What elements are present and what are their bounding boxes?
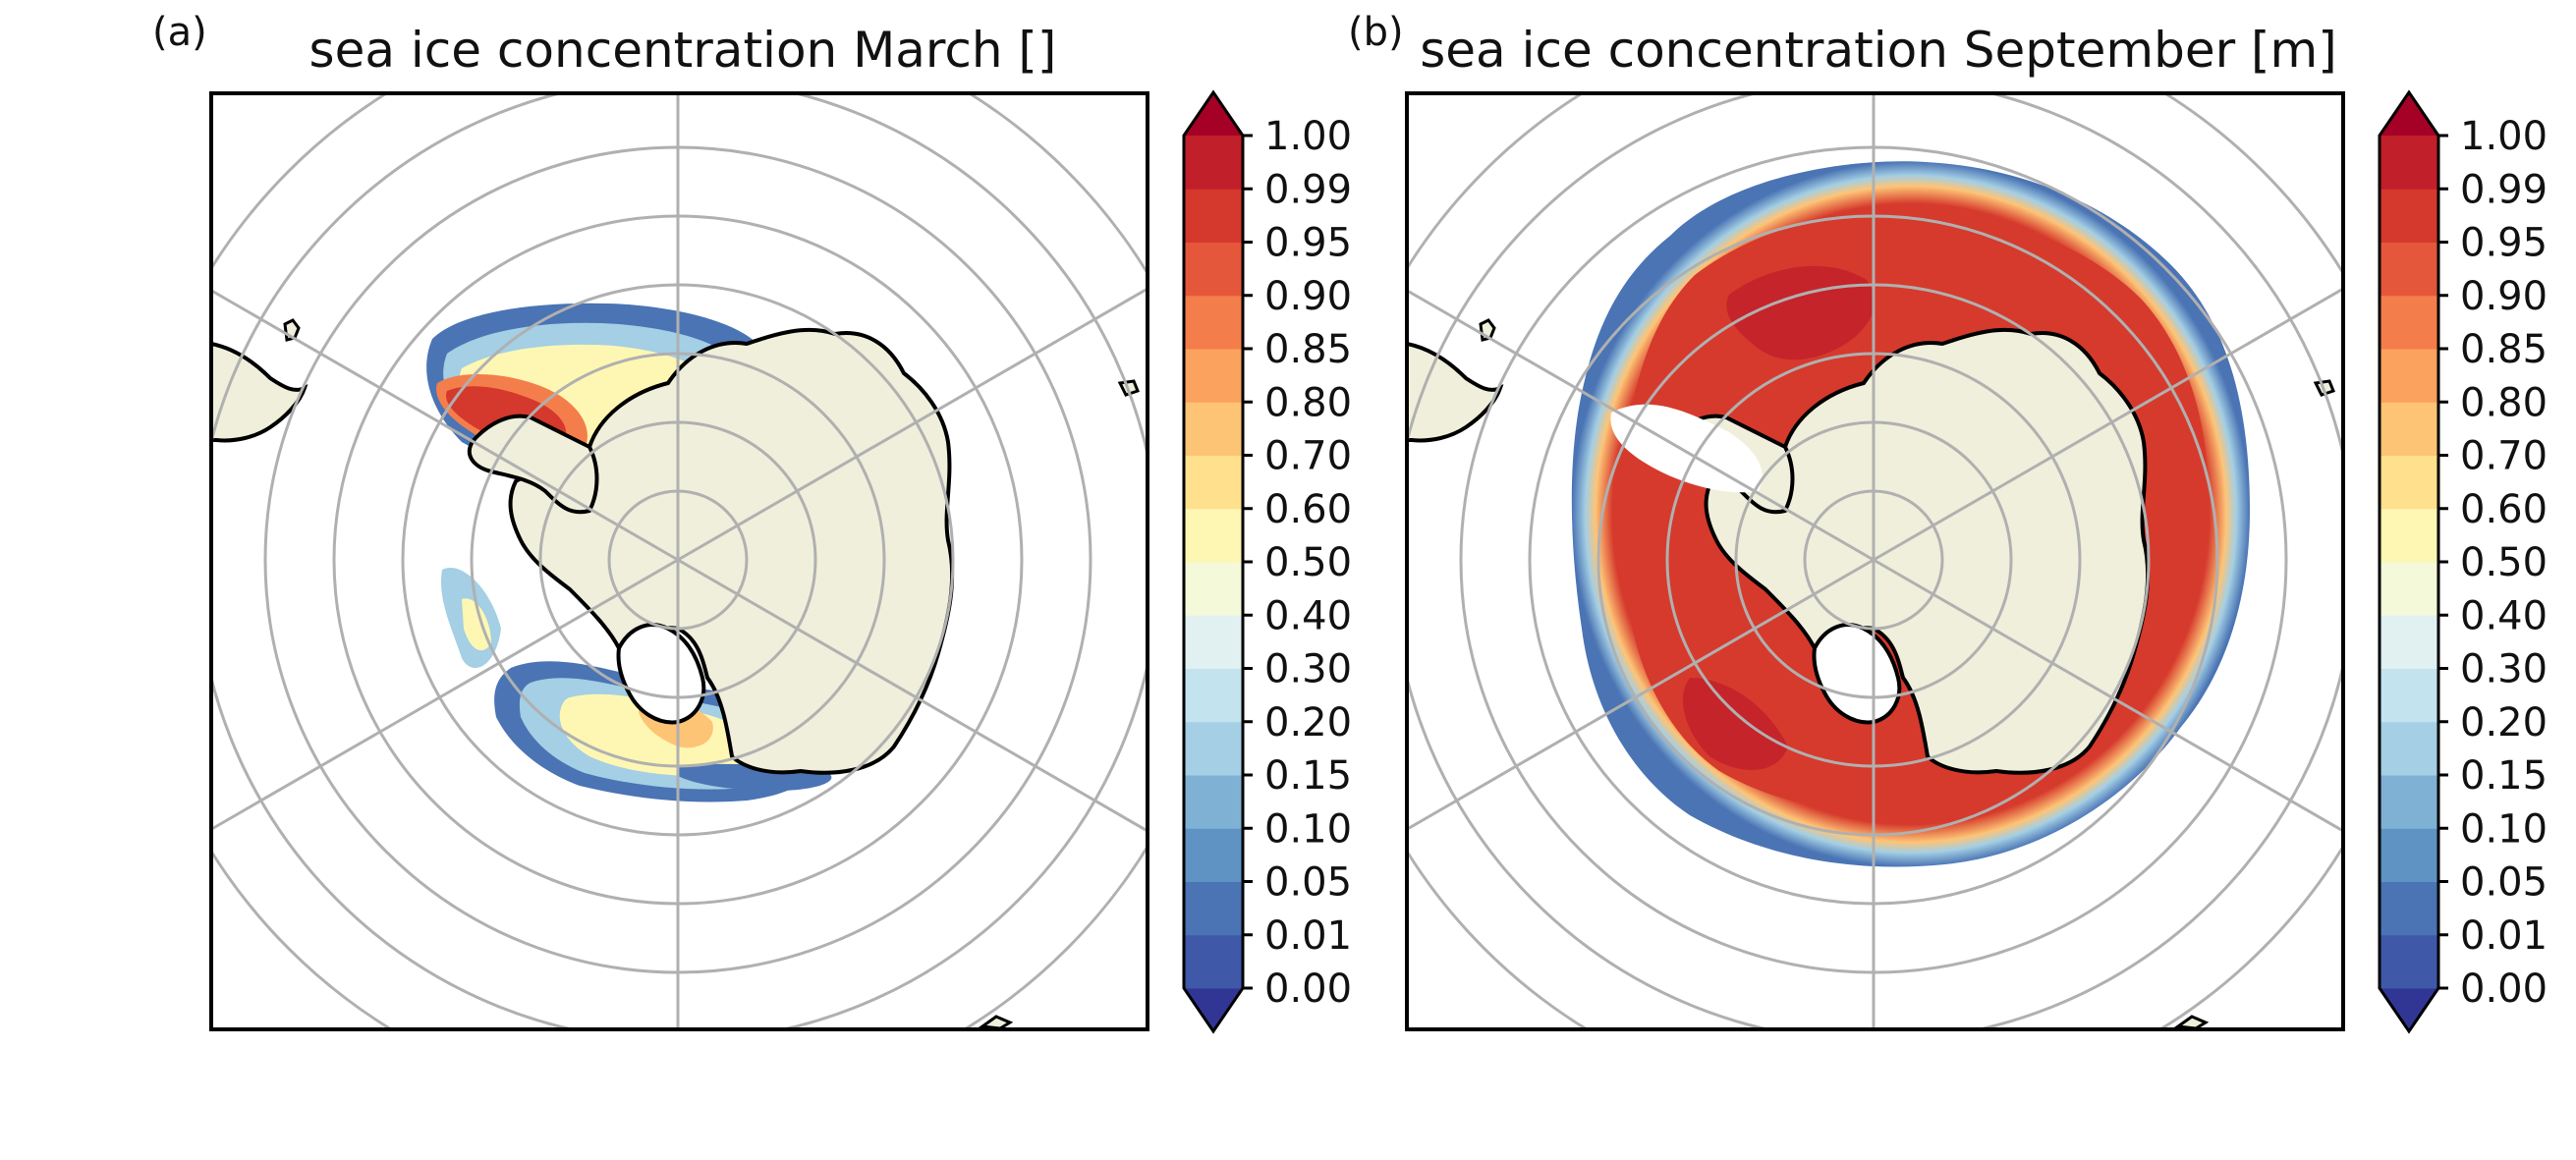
colorbar-a-extend-over: [1184, 92, 1243, 136]
colorbar-b-tick-label: 0.05: [2460, 860, 2548, 906]
colorbar-a-segment: [1184, 881, 1243, 936]
colorbar-a-segment: [1184, 402, 1243, 456]
colorbar-b-tick-label: 0.15: [2460, 753, 2548, 799]
colorbar-b-extend-under: [2380, 988, 2438, 1031]
colorbar-a-tick-label: 0.30: [1264, 647, 1352, 692]
colorbar-a: 1.00 0.99 0.95 0.90 0.85 0.80 0.70 0.60 0.50 0.40…: [1182, 89, 1352, 1034]
map-b-frame: [1405, 91, 2345, 1031]
antarctica-land-b: [1704, 327, 2151, 775]
colorbar-a-segment: [1184, 349, 1243, 403]
colorbar-b-tick-label: 0.00: [2460, 967, 2548, 1012]
colorbar-b-tick-label: 0.10: [2460, 806, 2548, 852]
colorbar-a-tick-label: 0.95: [1264, 221, 1352, 266]
colorbar-a-segment: [1184, 508, 1243, 563]
colorbar-a-tick-label: 0.80: [1264, 380, 1352, 425]
colorbar-a-tick-label: 0.50: [1264, 540, 1352, 585]
colorbar-b-segment: [2380, 295, 2438, 350]
map-b: [1407, 93, 2343, 1029]
colorbar-b-tick-label: 0.40: [2460, 593, 2548, 638]
colorbar-b-extend-over: [2380, 92, 2438, 136]
colorbar-a-segment: [1184, 136, 1243, 190]
colorbar-b-tick-label: 0.80: [2460, 380, 2548, 425]
colorbar-b-segment: [2380, 508, 2438, 563]
panel-b-title: sea ice concentration September [m]: [1420, 22, 2337, 79]
colorbar-b-tick-label: 0.30: [2460, 647, 2548, 692]
colorbar-b-tick-label: 0.01: [2460, 913, 2548, 959]
colorbar-b-segment: [2380, 881, 2438, 936]
colorbar-b-segment: [2380, 242, 2438, 297]
colorbar-a-extend-under: [1184, 988, 1243, 1031]
colorbar-b-tick-label: 0.85: [2460, 327, 2548, 372]
colorbar-b-segment: [2380, 775, 2438, 829]
colorbar-a-tick-label: 0.05: [1264, 860, 1352, 906]
colorbar-b-segment: [2380, 402, 2438, 456]
panel-b-letter: (b): [1348, 10, 1404, 55]
colorbar-a-tick-label: 0.99: [1264, 167, 1352, 212]
colorbar-a-tick-label: 0.15: [1264, 753, 1352, 799]
colorbar-a-tick-label: 0.85: [1264, 327, 1352, 372]
colorbar-b-segment: [2380, 934, 2438, 989]
colorbar-a-tick-label: 1.00: [1264, 114, 1352, 159]
colorbar-b-segment: [2380, 828, 2438, 882]
colorbar-b-tick-label: 0.60: [2460, 487, 2548, 532]
graticule-b: [1407, 93, 2343, 1029]
colorbar-b-tick-label: 0.99: [2460, 167, 2548, 212]
panel-a-letter: (a): [152, 10, 207, 55]
antarctica-land-a: [508, 327, 955, 775]
colorbar-b-segment: [2380, 349, 2438, 403]
colorbar-b-tick-label: 0.20: [2460, 700, 2548, 746]
south-america-a: [211, 341, 308, 443]
colorbar-a-segment: [1184, 455, 1243, 510]
colorbar-b-segment: [2380, 721, 2438, 776]
colorbar-b-segment: [2380, 455, 2438, 510]
colorbar-b-segment: [2380, 668, 2438, 723]
colorbar-a-tick-label: 0.90: [1264, 274, 1352, 319]
map-a: [211, 93, 1148, 1029]
colorbar-a-segment: [1184, 775, 1243, 829]
colorbar-a-segment: [1184, 295, 1243, 350]
colorbar-a-segment: [1184, 721, 1243, 776]
colorbar-b-tick-label: 0.50: [2460, 540, 2548, 585]
colorbar-b-tick-label: 0.90: [2460, 274, 2548, 319]
colorbar-a-tick-label: 0.40: [1264, 593, 1352, 638]
colorbar-b-tick-label: 0.95: [2460, 221, 2548, 266]
colorbar-b-tick-label: 0.70: [2460, 434, 2548, 479]
colorbar-a-tick-label: 0.70: [1264, 434, 1352, 479]
colorbar-a-tick-label: 0.60: [1264, 487, 1352, 532]
colorbar-b-segment: [2380, 562, 2438, 616]
colorbar-b-segment: [2380, 615, 2438, 669]
colorbar-b-tick-label: 1.00: [2460, 114, 2548, 159]
colorbar-b: 1.00 0.99 0.95 0.90 0.85 0.80 0.70 0.60 0.50 0.40…: [2378, 89, 2548, 1034]
colorbar-a-segment: [1184, 242, 1243, 297]
colorbar-b-segment: [2380, 136, 2438, 190]
south-america-b: [1407, 341, 1504, 443]
panel-a-title: sea ice concentration March []: [308, 22, 1057, 79]
colorbar-a-segment: [1184, 562, 1243, 616]
colorbar-a-tick-label: 0.00: [1264, 967, 1352, 1012]
graticule-a: [211, 93, 1148, 1029]
colorbar-a-tick-label: 0.20: [1264, 700, 1352, 746]
colorbar-a-tick-label: 0.10: [1264, 806, 1352, 852]
colorbar-b-segment: [2380, 189, 2438, 243]
colorbar-a-tick-label: 0.01: [1264, 913, 1352, 959]
map-a-frame: [209, 91, 1149, 1031]
colorbar-a-segment: [1184, 934, 1243, 989]
colorbar-a-segment: [1184, 828, 1243, 882]
colorbar-a-segment: [1184, 615, 1243, 669]
colorbar-a-segment: [1184, 668, 1243, 723]
colorbar-a-segment: [1184, 189, 1243, 243]
